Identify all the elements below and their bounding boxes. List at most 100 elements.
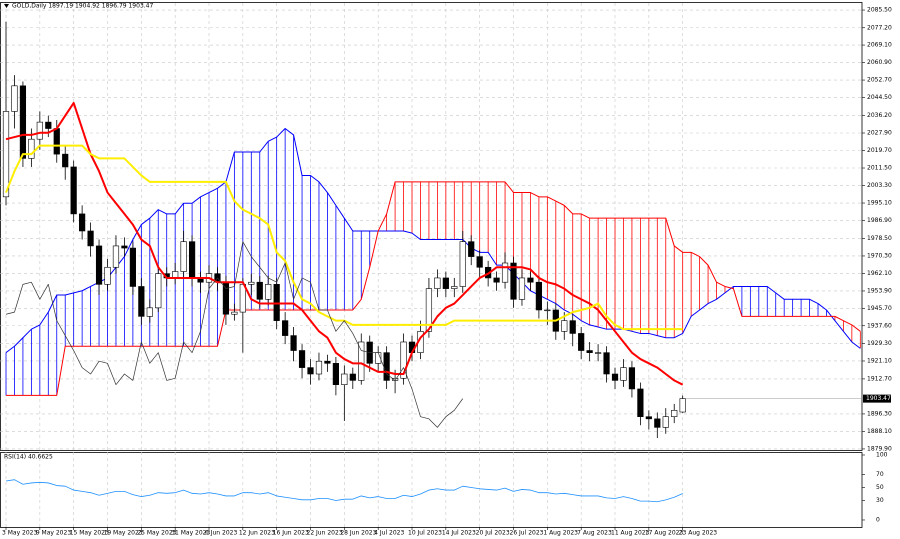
candle-body [434,277,441,289]
candle-body [222,281,230,315]
x-tick-label: 14 Jul 2023 [442,530,476,537]
candle-body [578,333,585,351]
candle-body [586,350,593,353]
y-tick-label: 1937.60 [867,322,892,329]
candle-body [383,352,390,381]
chart-title: GOLD,Daily 1897.19 1904.92 1896.79 1903.… [12,3,153,10]
candle-body [527,277,534,283]
span-b-line [6,181,861,396]
x-tick-label: 22 Jun 2023 [307,530,343,537]
x-tick-label: 6 Jun 2023 [205,530,237,537]
x-tick-label: 3 May 2023 [2,530,37,537]
candle-body [146,307,153,317]
candle-body [79,213,86,232]
y-tick-label: 2052.70 [867,77,892,84]
rsi-frame [0,452,863,528]
y-tick-label: 1986.90 [867,217,892,224]
candle-body [36,121,43,140]
x-tick-label: 28 Jun 2023 [340,530,376,537]
candle-body [324,360,331,364]
rsi-y-tick-label: 0 [876,516,880,523]
candle-body [561,320,568,332]
y-tick-label: 1962.10 [867,270,892,277]
candle-body [594,352,602,354]
candle-body [468,241,475,257]
rsi-y-tick-label: 30 [876,497,884,504]
candle-body [662,416,669,428]
y-tick-label: 2044.50 [867,94,892,101]
candle-body [637,388,644,417]
span-a-line [5,128,861,354]
x-tick-label: 25 May 2023 [137,530,176,537]
rsi-title: RSI(14) 40.6625 [4,454,53,461]
candle-body [400,341,407,379]
y-tick-label: 1995.10 [867,200,892,207]
x-tick-label: 11 Aug 2023 [611,530,650,537]
candle-body [138,286,145,317]
candle-body [307,367,314,375]
candle-body [45,121,52,129]
candle-body [493,277,500,283]
candle-body [282,320,289,336]
candle-body [28,138,35,159]
candle-body [518,277,526,300]
candle-body [679,398,686,413]
y-tick-label: 1978.50 [867,235,892,242]
x-tick-label: 1 Aug 2023 [543,530,578,537]
candle-body [476,256,483,268]
candle-body [358,341,365,381]
candle-body [112,245,120,268]
indicator-line [5,241,464,428]
candle-body [628,367,636,390]
candle-body [442,277,449,289]
candle-body [349,373,356,381]
candle-body [451,286,458,289]
x-tick-label: 4 Jul 2023 [374,530,404,537]
candle-body [121,245,128,249]
x-tick-label: 23 Aug 2023 [679,530,718,537]
candle-body [62,153,69,168]
candle-body [104,266,111,285]
overlay: GOLD,Daily 1897.19 1904.92 1896.79 1903.… [2,3,892,537]
x-tick-label: 10 Jul 2023 [408,530,442,537]
y-tick-label: 2077.20 [867,24,892,31]
candle-body [315,360,323,375]
y-tick-label: 1896.30 [867,410,892,417]
candle-body [544,309,551,312]
y-tick-label: 1970.30 [867,252,892,259]
candle-body [2,111,10,198]
rsi-plot [5,452,683,527]
candle-body [290,335,297,351]
candle-body [459,241,466,287]
candle-body [273,284,280,321]
price-label-bg [863,394,891,403]
x-tick-label: 19 May 2023 [104,530,143,537]
candle-body [535,281,542,311]
menu-icon [4,4,9,8]
candle-body [425,288,433,332]
main-frame [0,2,863,451]
candle-body [645,416,652,420]
y-tick-label: 1953.90 [867,287,892,294]
rsi-y-tick-label: 100 [876,451,888,458]
candle-body [155,273,162,309]
rsi-y-tick-label: 50 [876,484,884,491]
candle-body [256,281,263,300]
y-tick-label: 2036.20 [867,112,892,119]
y-tick-label: 1921.10 [867,357,892,364]
candle-body [569,320,576,334]
candle-body [248,281,255,285]
y-tick-label: 1888.10 [867,428,892,435]
y-tick-label: 2069.10 [867,42,892,49]
y-tick-label: 2011.50 [867,165,892,172]
candle-body [188,241,196,279]
x-tick-label: 15 May 2023 [70,530,109,537]
x-tick-label: 12 Jun 2023 [239,530,275,537]
rsi-y-tick-label: 70 [876,471,884,478]
candle-body [654,418,661,428]
y-tick-label: 1929.30 [867,340,892,347]
candle-body [603,352,610,375]
rsi-line [5,479,683,503]
main-plot [0,3,862,450]
